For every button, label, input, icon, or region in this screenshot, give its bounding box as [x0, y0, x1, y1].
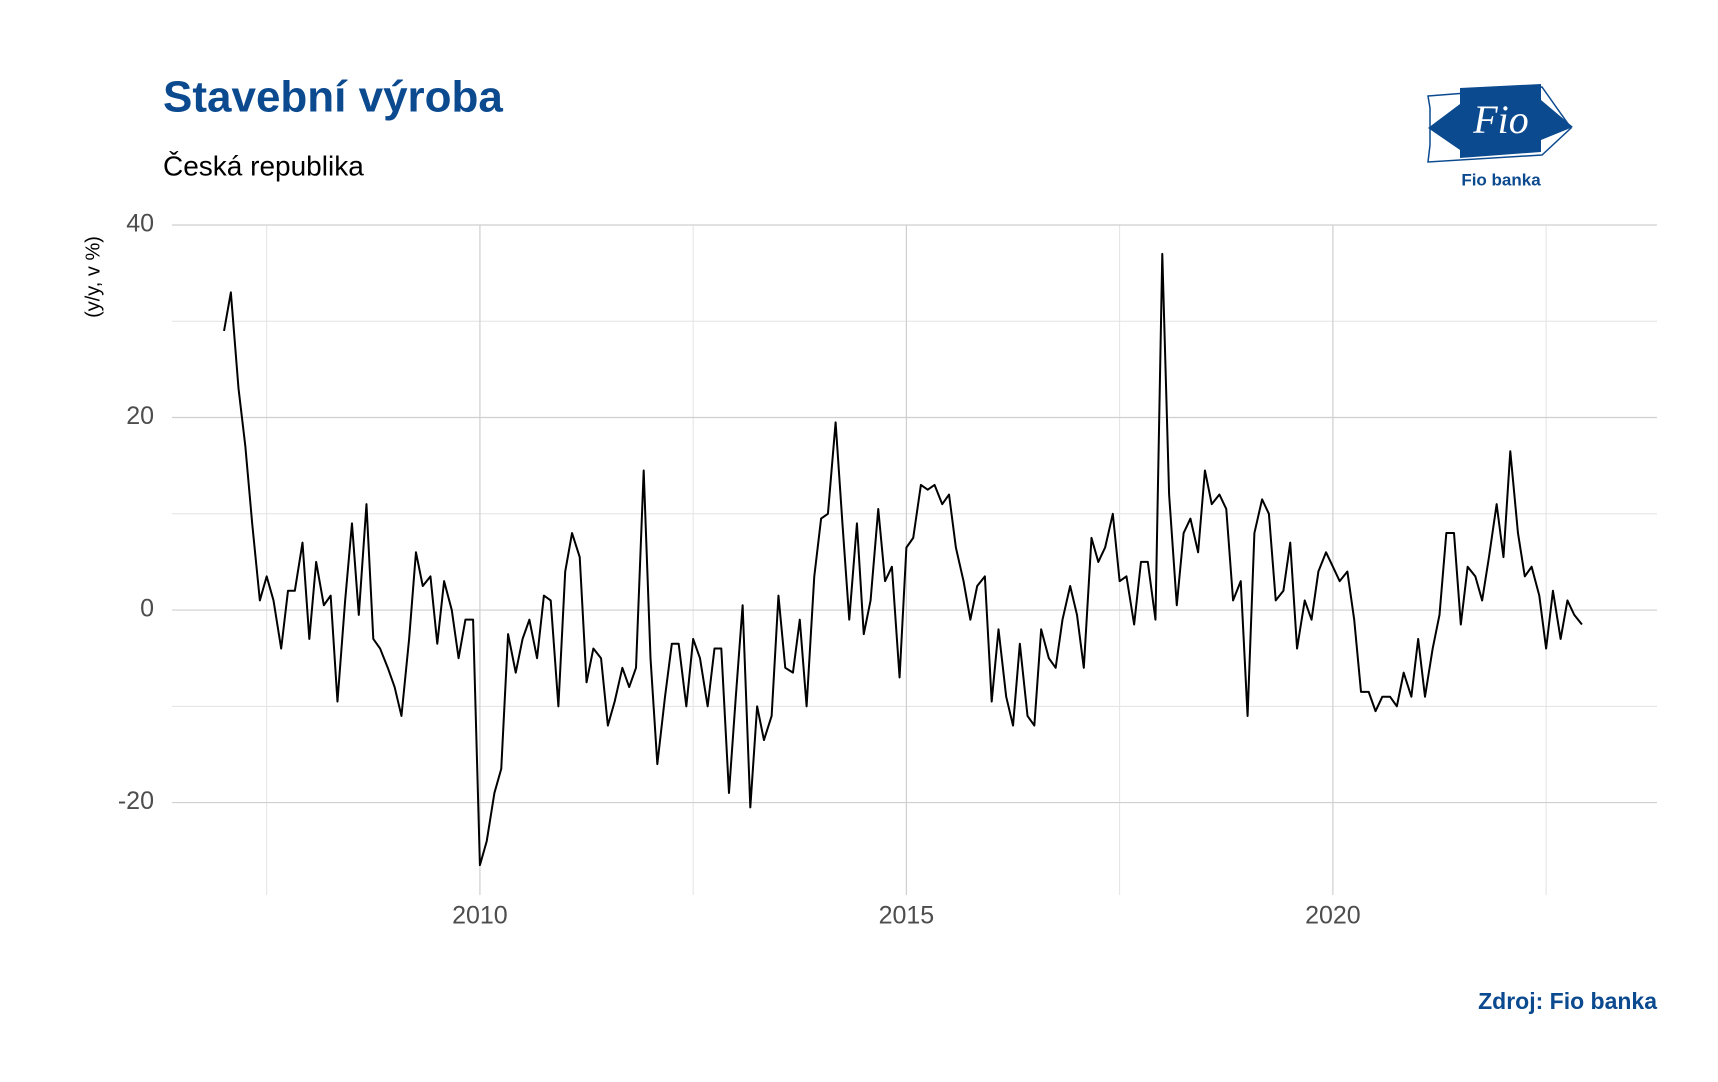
y-tick-label: -20 [118, 787, 154, 815]
logo: Fio Fio banka [1427, 84, 1573, 189]
y-tick-label: 20 [126, 402, 154, 430]
y-axis-label: (y/y, v %) [82, 236, 104, 318]
chart-title: Stavební výroba [163, 73, 503, 122]
logo-flag [1460, 84, 1541, 158]
chart-subtitle: Česká republika [163, 150, 364, 181]
x-tick-label: 2020 [1305, 902, 1361, 930]
x-tick-label: 2015 [879, 902, 935, 930]
logo-left [1428, 104, 1460, 150]
plot [223, 252, 1583, 867]
logo-caption: Fio banka [1461, 170, 1541, 189]
logo-text: Fio [1472, 97, 1529, 142]
logo-right [1541, 100, 1573, 140]
y-tick-label: 40 [126, 210, 154, 238]
y-tick-label: 0 [140, 595, 154, 623]
source: Zdroj: Fio banka [1478, 988, 1657, 1014]
data-line [223, 252, 1583, 867]
logo-outline [1427, 86, 1572, 163]
x-tick-label: 2010 [452, 902, 508, 930]
